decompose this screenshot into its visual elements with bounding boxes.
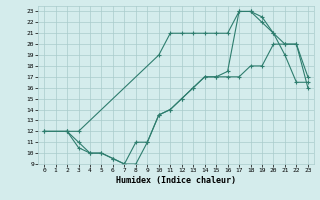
X-axis label: Humidex (Indice chaleur): Humidex (Indice chaleur) (116, 176, 236, 185)
